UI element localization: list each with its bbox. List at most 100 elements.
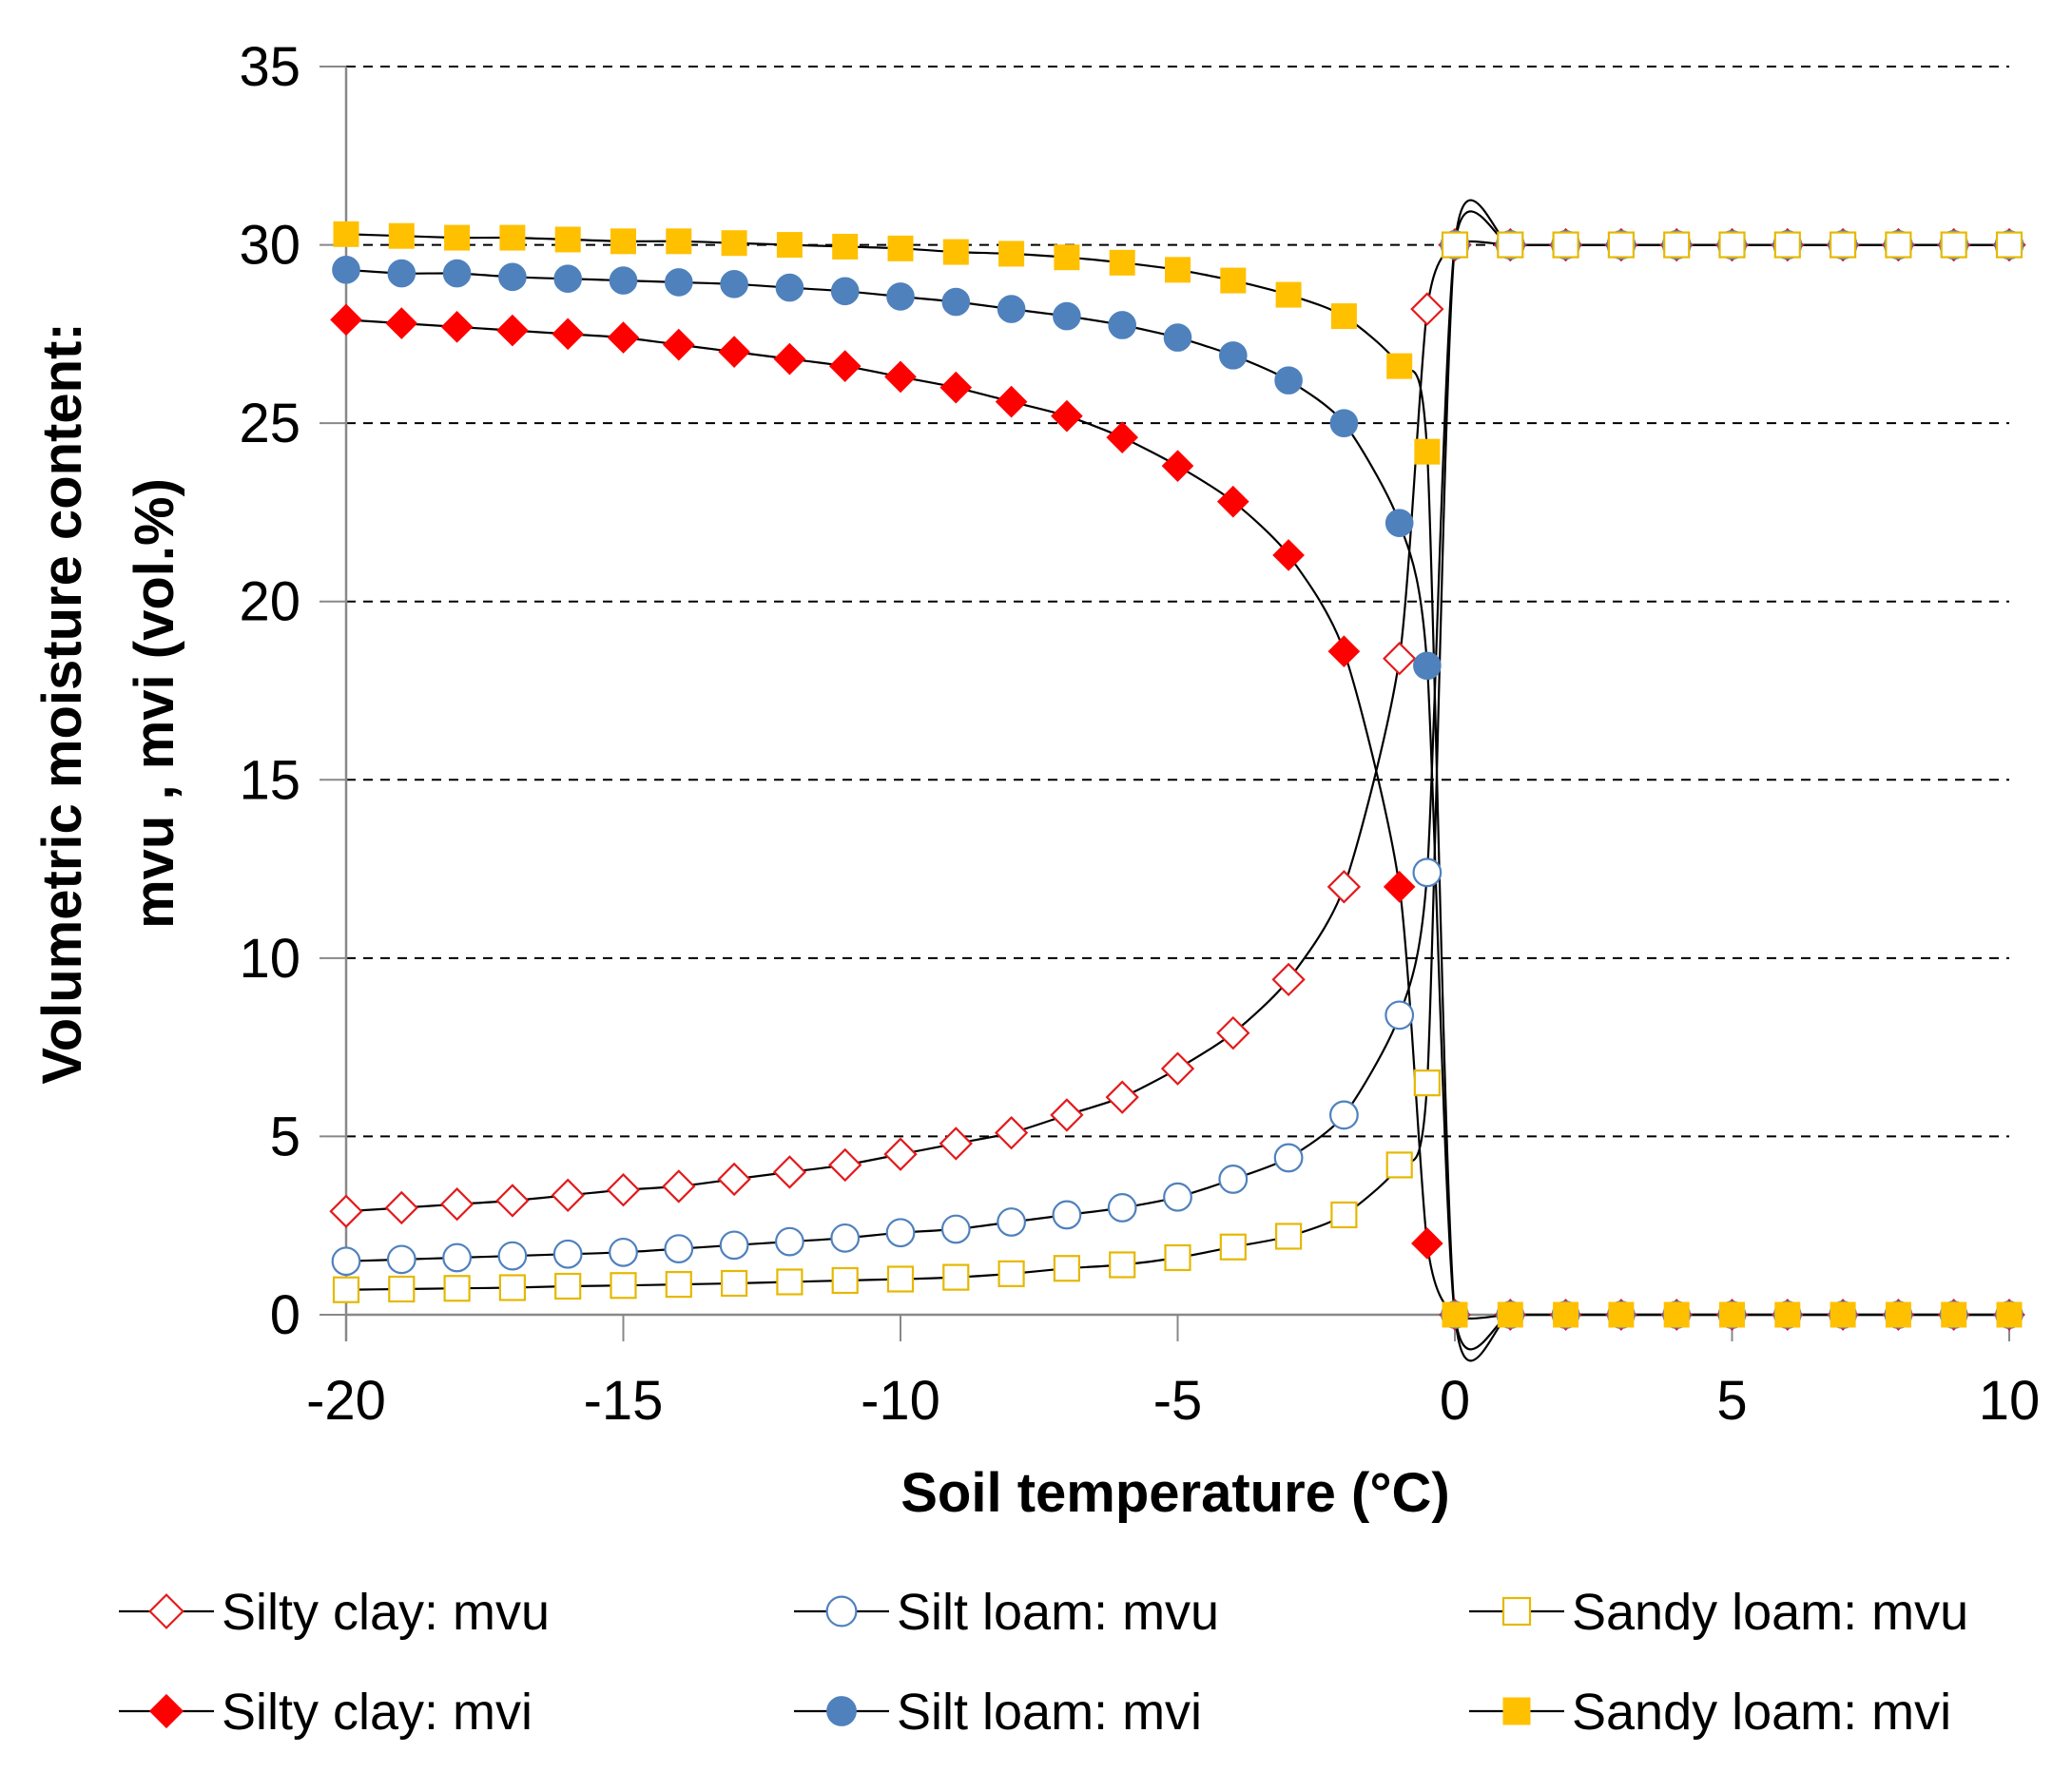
y-tick-label: 30 (239, 215, 300, 277)
x-tick-label: 0 (1440, 1370, 1470, 1432)
data-point (386, 1244, 416, 1275)
data-point (330, 303, 362, 337)
data-point (773, 342, 806, 376)
data-point (607, 321, 640, 354)
data-point (1608, 1301, 1635, 1328)
data-point (554, 1272, 582, 1300)
data-point (1553, 1301, 1579, 1328)
data-point (1830, 1301, 1856, 1328)
data-point (939, 1127, 973, 1161)
labels-layer: Soil temperature (°C) Volumetric moistur… (31, 322, 1450, 1524)
data-point (1718, 231, 1746, 259)
data-point (1607, 231, 1636, 259)
data-point (1271, 962, 1306, 997)
legend-marker-icon (1502, 1697, 1531, 1725)
x-tick-label: 10 (1979, 1370, 2041, 1432)
data-point (1051, 399, 1083, 433)
y-tick-label: 25 (239, 393, 300, 454)
data-point (940, 1214, 971, 1244)
data-point (1218, 1165, 1249, 1194)
data-point (997, 1260, 1025, 1287)
data-point (886, 1265, 915, 1293)
data-point (1885, 1301, 1911, 1328)
legend-marker-icon (826, 1696, 857, 1726)
axes-layer: 0 5 10 15 20 25 30 35 -20 -15 -10 -5 0 5 10 (239, 36, 2040, 1432)
data-point (1165, 257, 1191, 283)
grid-layer (346, 66, 2009, 1138)
data-point (1163, 1182, 1192, 1212)
data-point (1441, 231, 1469, 259)
data-point (1274, 366, 1303, 395)
data-point (1105, 1080, 1139, 1114)
legend-marker-icon (148, 1593, 184, 1629)
series-line-2 (345, 199, 2009, 1291)
data-point (443, 1275, 471, 1302)
data-point (499, 224, 526, 251)
data-point (1327, 635, 1361, 668)
data-point (1109, 1251, 1136, 1279)
data-point (439, 1187, 474, 1222)
y-tick-label: 35 (239, 36, 300, 98)
data-point (828, 1147, 862, 1183)
data-point (664, 1234, 694, 1263)
data-point (1275, 281, 1302, 308)
data-point (994, 1116, 1029, 1150)
data-point (1219, 341, 1248, 370)
y-tick-label: 10 (239, 928, 300, 990)
data-point (1383, 871, 1416, 903)
data-point (1329, 409, 1359, 437)
y-axis-title-line2: mvu , mvi (vol.%) (124, 478, 185, 929)
data-point (553, 264, 583, 294)
data-point (444, 224, 471, 251)
data-point (498, 1274, 527, 1301)
data-point (1164, 1243, 1191, 1272)
data-point (997, 295, 1026, 323)
data-point (498, 262, 527, 292)
data-point (1108, 311, 1136, 339)
data-point (1497, 231, 1524, 259)
data-point (1386, 353, 1413, 379)
y-tick-label: 20 (239, 571, 300, 633)
x-tick-label: -15 (584, 1370, 664, 1432)
data-point (718, 336, 750, 368)
data-point (1774, 1301, 1801, 1328)
data-point (1385, 509, 1414, 537)
data-point (1414, 438, 1441, 465)
data-point (1385, 1000, 1415, 1030)
x-tick-label: -20 (306, 1370, 386, 1432)
data-point (1107, 1193, 1137, 1223)
data-point (775, 1226, 804, 1257)
legend-item: Silt loam: mvi (794, 1684, 1202, 1741)
data-point (440, 311, 474, 343)
data-point (495, 1184, 530, 1218)
legend-marker-icon (148, 1693, 184, 1729)
data-point (1663, 1301, 1690, 1328)
data-point (388, 1275, 416, 1303)
x-tick-label: -10 (861, 1370, 940, 1432)
data-point (885, 1218, 916, 1248)
data-point (662, 328, 695, 361)
data-point (942, 239, 969, 265)
data-point (387, 259, 416, 288)
data-point (831, 1266, 859, 1295)
data-point (1411, 1227, 1443, 1260)
markers-layer (329, 221, 2026, 1331)
data-point (775, 273, 804, 302)
data-point (886, 282, 915, 311)
data-point (997, 1207, 1026, 1237)
data-point (609, 1237, 638, 1267)
data-point (1497, 1301, 1523, 1328)
data-point (610, 228, 636, 255)
x-tick-label: 5 (1716, 1370, 1747, 1432)
data-point (1160, 1051, 1195, 1086)
data-point (883, 1137, 918, 1171)
x-axis-title: Soil temperature (°C) (900, 1462, 1450, 1524)
data-point (995, 385, 1028, 418)
data-point (1995, 231, 2024, 259)
data-point (1412, 857, 1443, 888)
legend-label: Silty clay: mvi (222, 1684, 533, 1741)
legend-label: Sandy loam: mvu (1572, 1584, 1968, 1641)
data-point (1326, 870, 1362, 904)
legend-label: Sandy loam: mvi (1572, 1684, 1951, 1741)
data-point (1940, 231, 1967, 259)
